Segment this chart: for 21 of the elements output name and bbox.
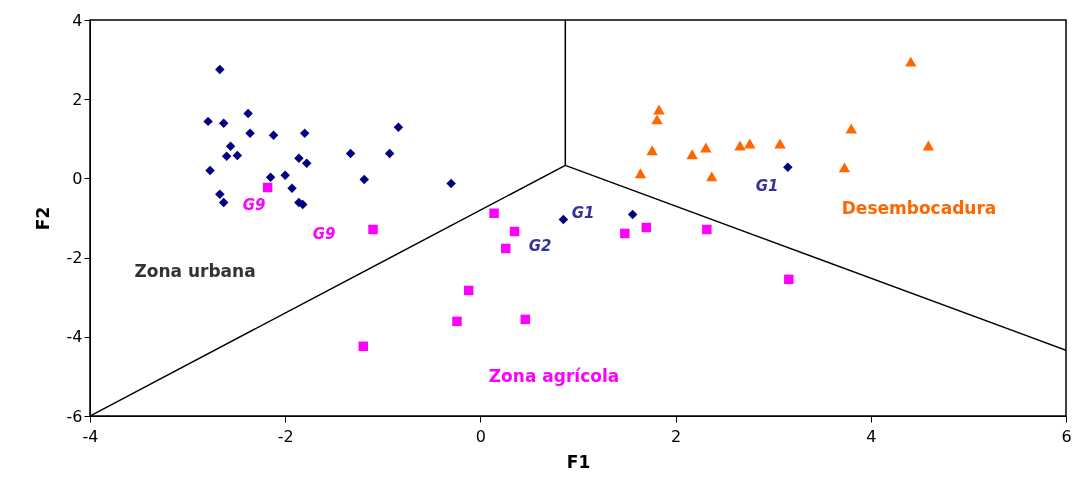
annotation: G9 xyxy=(312,225,336,243)
annotation: G2 xyxy=(528,237,552,255)
y-tick-label: 2 xyxy=(72,89,83,109)
y-axis-title: F2 xyxy=(32,206,53,231)
x-tick-label: 0 xyxy=(475,426,486,446)
annotation: G1 xyxy=(755,177,779,195)
annotation: Zona urbana xyxy=(134,261,256,281)
y-tick-label: 0 xyxy=(72,168,83,188)
annotation: Zona agrícola xyxy=(488,366,620,386)
y-tick-label: -2 xyxy=(66,248,83,268)
x-axis-title: F1 xyxy=(566,451,591,472)
annotation: Desembocadura xyxy=(841,198,997,218)
annotation: G1 xyxy=(571,204,595,222)
y-tick-label: 4 xyxy=(72,10,83,30)
x-tick-label: 4 xyxy=(866,426,877,446)
y-tick-label: -4 xyxy=(66,327,83,347)
annotation: G9 xyxy=(242,196,266,214)
x-tick-label: 6 xyxy=(1061,426,1072,446)
x-tick-label: 2 xyxy=(671,426,682,446)
y-tick-label: -6 xyxy=(66,406,83,426)
x-tick-label: -2 xyxy=(277,426,294,446)
